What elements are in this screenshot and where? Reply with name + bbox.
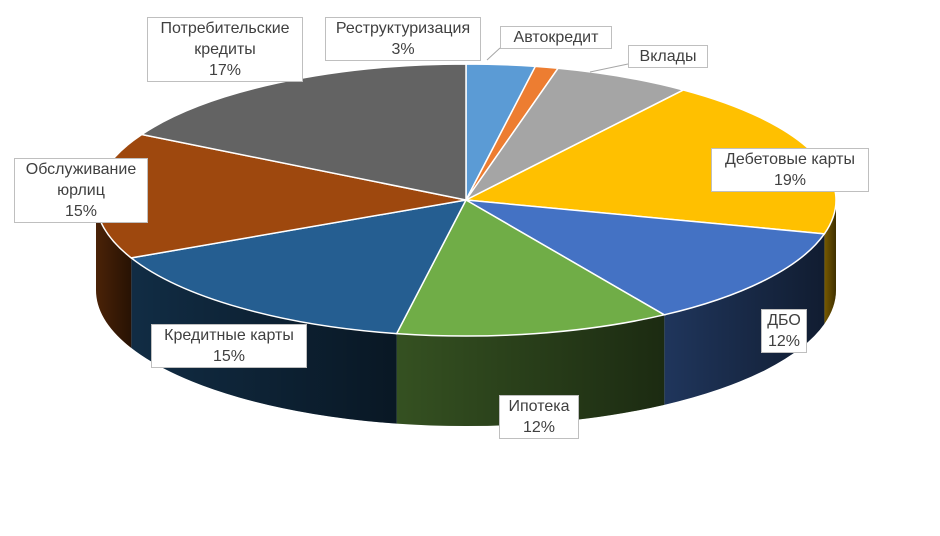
- label-name: Обслуживание юрлиц: [25, 161, 137, 199]
- label-name: ДБО: [767, 312, 801, 329]
- label-percent: 12%: [767, 333, 801, 350]
- label-dbo: ДБО 12%: [761, 309, 807, 353]
- label-name: Кредитные карты: [164, 327, 294, 344]
- label-credit-cards: Кредитные карты 15%: [151, 324, 307, 368]
- label-percent: 3%: [391, 41, 415, 58]
- label-debit-cards: Дебетовые карты 19%: [711, 148, 869, 192]
- label-corporate-service: Обслуживание юрлиц 15%: [14, 158, 148, 223]
- label-name: Потребительские кредиты: [160, 20, 290, 58]
- pie-slice-side-shade: [396, 314, 665, 426]
- pie-slice-9: [139, 63, 467, 201]
- pie-slice-5: [465, 199, 826, 316]
- label-consumer-loans: Потребительские кредиты 17%: [147, 17, 303, 82]
- label-name: Автокредит: [513, 29, 599, 46]
- label-name: Ипотека: [508, 398, 570, 415]
- label-percent: 17%: [208, 62, 242, 79]
- label-deposits: Вклады: [628, 45, 708, 68]
- label-percent: 19%: [773, 172, 807, 189]
- pie-slice-6: [395, 198, 667, 337]
- pie-slice-side-shade: [664, 233, 825, 405]
- label-restructuring: Реструктуризация 3%: [325, 17, 481, 61]
- pie-slice-side-shade: [824, 200, 836, 324]
- label-percent: 15%: [212, 348, 246, 365]
- label-percent: 12%: [522, 419, 556, 436]
- label-mortgage: Ипотека 12%: [499, 395, 579, 439]
- label-name: Дебетовые карты: [725, 151, 855, 168]
- label-name: Реструктуризация: [335, 20, 471, 37]
- label-autocredit: Автокредит: [500, 26, 612, 49]
- pie-slice-side-shade: [96, 200, 132, 348]
- pie-slice-3: [465, 67, 686, 201]
- pie-slice-7: [129, 199, 468, 335]
- label-percent: 15%: [64, 203, 98, 220]
- label-name: Вклады: [639, 48, 697, 65]
